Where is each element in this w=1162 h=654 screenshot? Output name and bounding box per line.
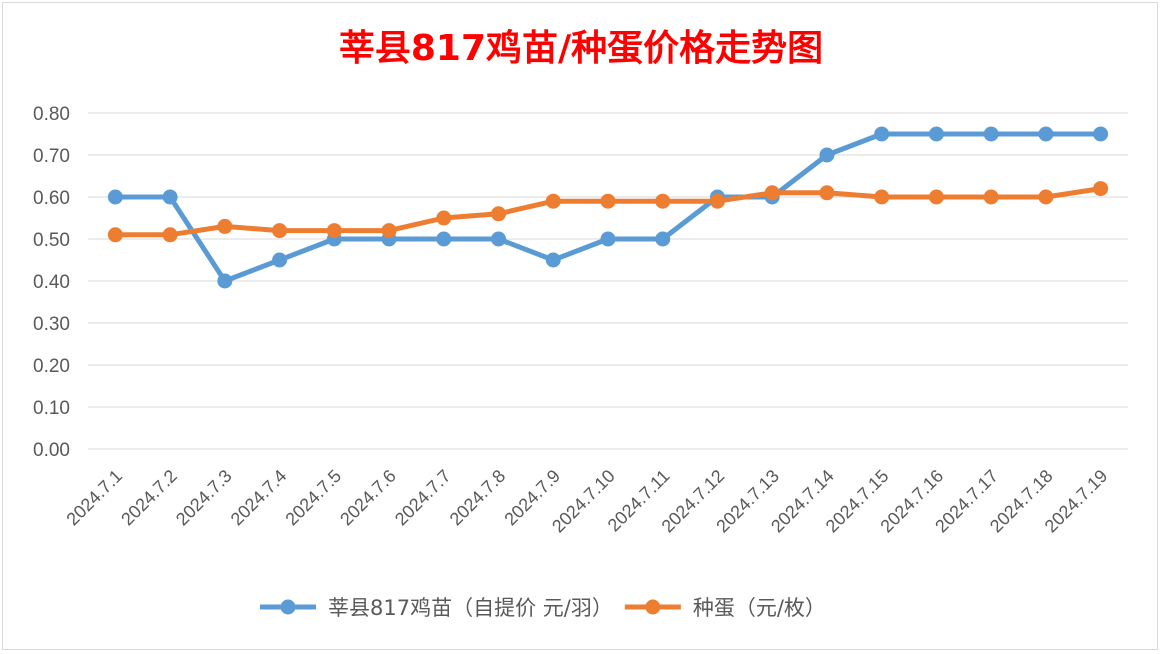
data-point-0 <box>600 231 616 247</box>
data-point-0 <box>1093 126 1109 142</box>
y-tick-label: 0.00 <box>33 440 70 461</box>
y-tick-label: 0.80 <box>33 104 70 125</box>
x-tick-label: 2024.7.4 <box>227 466 291 530</box>
data-point-0 <box>217 273 233 289</box>
data-point-0 <box>436 231 452 247</box>
y-tick-label: 0.20 <box>33 356 70 377</box>
legend-label-0: 莘县817鸡苗（自提价 元/羽） <box>328 596 613 620</box>
data-point-1 <box>764 185 780 201</box>
data-point-1 <box>819 185 835 201</box>
data-point-1 <box>491 206 507 222</box>
data-point-1 <box>1038 189 1054 205</box>
data-point-1 <box>983 189 999 205</box>
x-tick-label: 2024.7.6 <box>336 466 400 530</box>
data-point-1 <box>600 193 616 209</box>
y-tick-label: 0.70 <box>33 146 70 167</box>
legend-marker-0 <box>280 599 296 615</box>
data-point-1 <box>107 227 123 243</box>
data-point-1 <box>655 193 671 209</box>
data-point-0 <box>162 189 178 205</box>
x-tick-label: 2024.7.1 <box>63 466 127 530</box>
data-point-0 <box>928 126 944 142</box>
data-point-0 <box>545 252 561 268</box>
data-point-0 <box>655 231 671 247</box>
data-point-1 <box>217 218 233 234</box>
x-tick-label: 2024.7.2 <box>117 466 181 530</box>
x-tick-label: 2024.7.5 <box>281 466 345 530</box>
chart-title: 莘县817鸡苗/种蛋价格走势图 <box>339 28 823 69</box>
data-point-0 <box>874 126 890 142</box>
data-point-0 <box>1038 126 1054 142</box>
data-point-1 <box>1093 181 1109 197</box>
data-point-0 <box>491 231 507 247</box>
data-point-1 <box>709 193 725 209</box>
data-point-1 <box>436 210 452 226</box>
x-tick-label: 2024.7.7 <box>391 466 455 530</box>
y-tick-label: 0.40 <box>33 272 70 293</box>
legend-marker-1 <box>645 599 661 615</box>
data-point-1 <box>326 223 342 239</box>
legend-label-1: 种蛋（元/枚） <box>693 596 826 620</box>
data-point-1 <box>162 227 178 243</box>
y-tick-label: 0.60 <box>33 188 70 209</box>
data-point-0 <box>819 147 835 163</box>
data-point-0 <box>983 126 999 142</box>
data-point-0 <box>272 252 288 268</box>
y-tick-label: 0.50 <box>33 230 70 251</box>
x-tick-label: 2024.7.3 <box>172 466 236 530</box>
x-tick-label: 2024.7.8 <box>446 466 510 530</box>
data-point-1 <box>545 193 561 209</box>
data-point-1 <box>272 223 288 239</box>
y-tick-label: 0.10 <box>33 398 70 419</box>
y-tick-label: 0.30 <box>33 314 70 335</box>
data-point-1 <box>381 223 397 239</box>
data-point-1 <box>928 189 944 205</box>
data-point-1 <box>874 189 890 205</box>
data-point-0 <box>107 189 123 205</box>
